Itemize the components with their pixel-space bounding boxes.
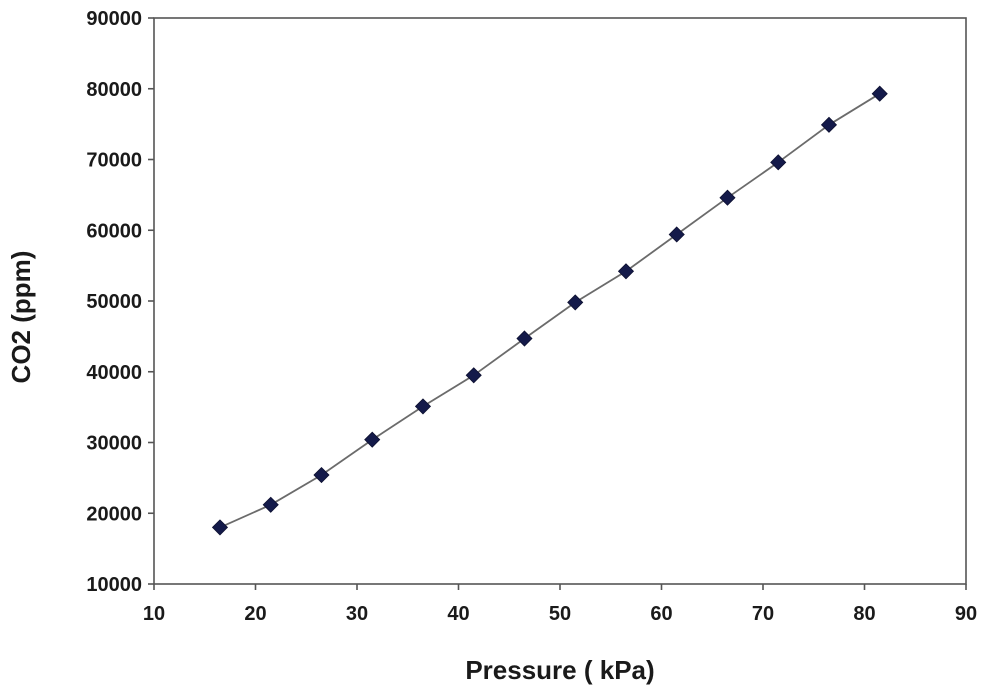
data-point-marker bbox=[871, 85, 888, 102]
y-axis-title: CO2 (ppm) bbox=[6, 251, 36, 384]
y-tick-label: 90000 bbox=[86, 8, 142, 30]
x-tick-label: 90 bbox=[955, 603, 977, 625]
x-tick-label: 20 bbox=[244, 603, 266, 625]
data-point-marker bbox=[567, 294, 584, 311]
data-point-marker bbox=[820, 116, 838, 133]
data-point-marker bbox=[719, 189, 736, 206]
data-point-marker bbox=[414, 398, 432, 415]
x-tick-label: 60 bbox=[650, 603, 672, 625]
x-tick-label: 80 bbox=[853, 603, 875, 625]
y-axis: 10000 20000 30000 40000 50000 60000 70000 80000… bbox=[86, 8, 154, 596]
y-tick-label: 50000 bbox=[86, 291, 142, 313]
plot-frame bbox=[153, 17, 967, 585]
y-tick-label: 60000 bbox=[86, 220, 142, 242]
series-layer bbox=[211, 85, 888, 536]
x-tick-label: 30 bbox=[346, 603, 368, 625]
x-tick-label: 40 bbox=[447, 603, 469, 625]
x-tick-label: 70 bbox=[752, 603, 774, 625]
data-point-marker bbox=[668, 226, 685, 243]
y-tick-label: 80000 bbox=[86, 79, 142, 101]
y-tick-label: 40000 bbox=[86, 362, 142, 384]
data-point-marker bbox=[313, 466, 330, 484]
data-point-marker bbox=[516, 330, 533, 347]
x-tick-label: 50 bbox=[549, 603, 571, 625]
x-axis: 10 20 30 40 50 60 70 80 90 bbox=[143, 584, 977, 625]
x-axis-title: Pressure ( kPa) bbox=[465, 655, 654, 685]
y-tick-label: 20000 bbox=[86, 503, 142, 525]
x-tick-label: 10 bbox=[143, 603, 165, 625]
data-point-marker bbox=[211, 519, 229, 536]
data-point-marker bbox=[617, 263, 635, 280]
series-line bbox=[219, 92, 881, 529]
y-tick-label: 30000 bbox=[86, 433, 142, 455]
y-tick-label: 10000 bbox=[86, 574, 142, 596]
y-tick-label: 70000 bbox=[86, 150, 142, 172]
data-point-marker bbox=[262, 496, 279, 513]
data-point-marker bbox=[770, 154, 787, 171]
data-point-marker bbox=[364, 431, 381, 448]
data-point-marker bbox=[465, 367, 482, 384]
